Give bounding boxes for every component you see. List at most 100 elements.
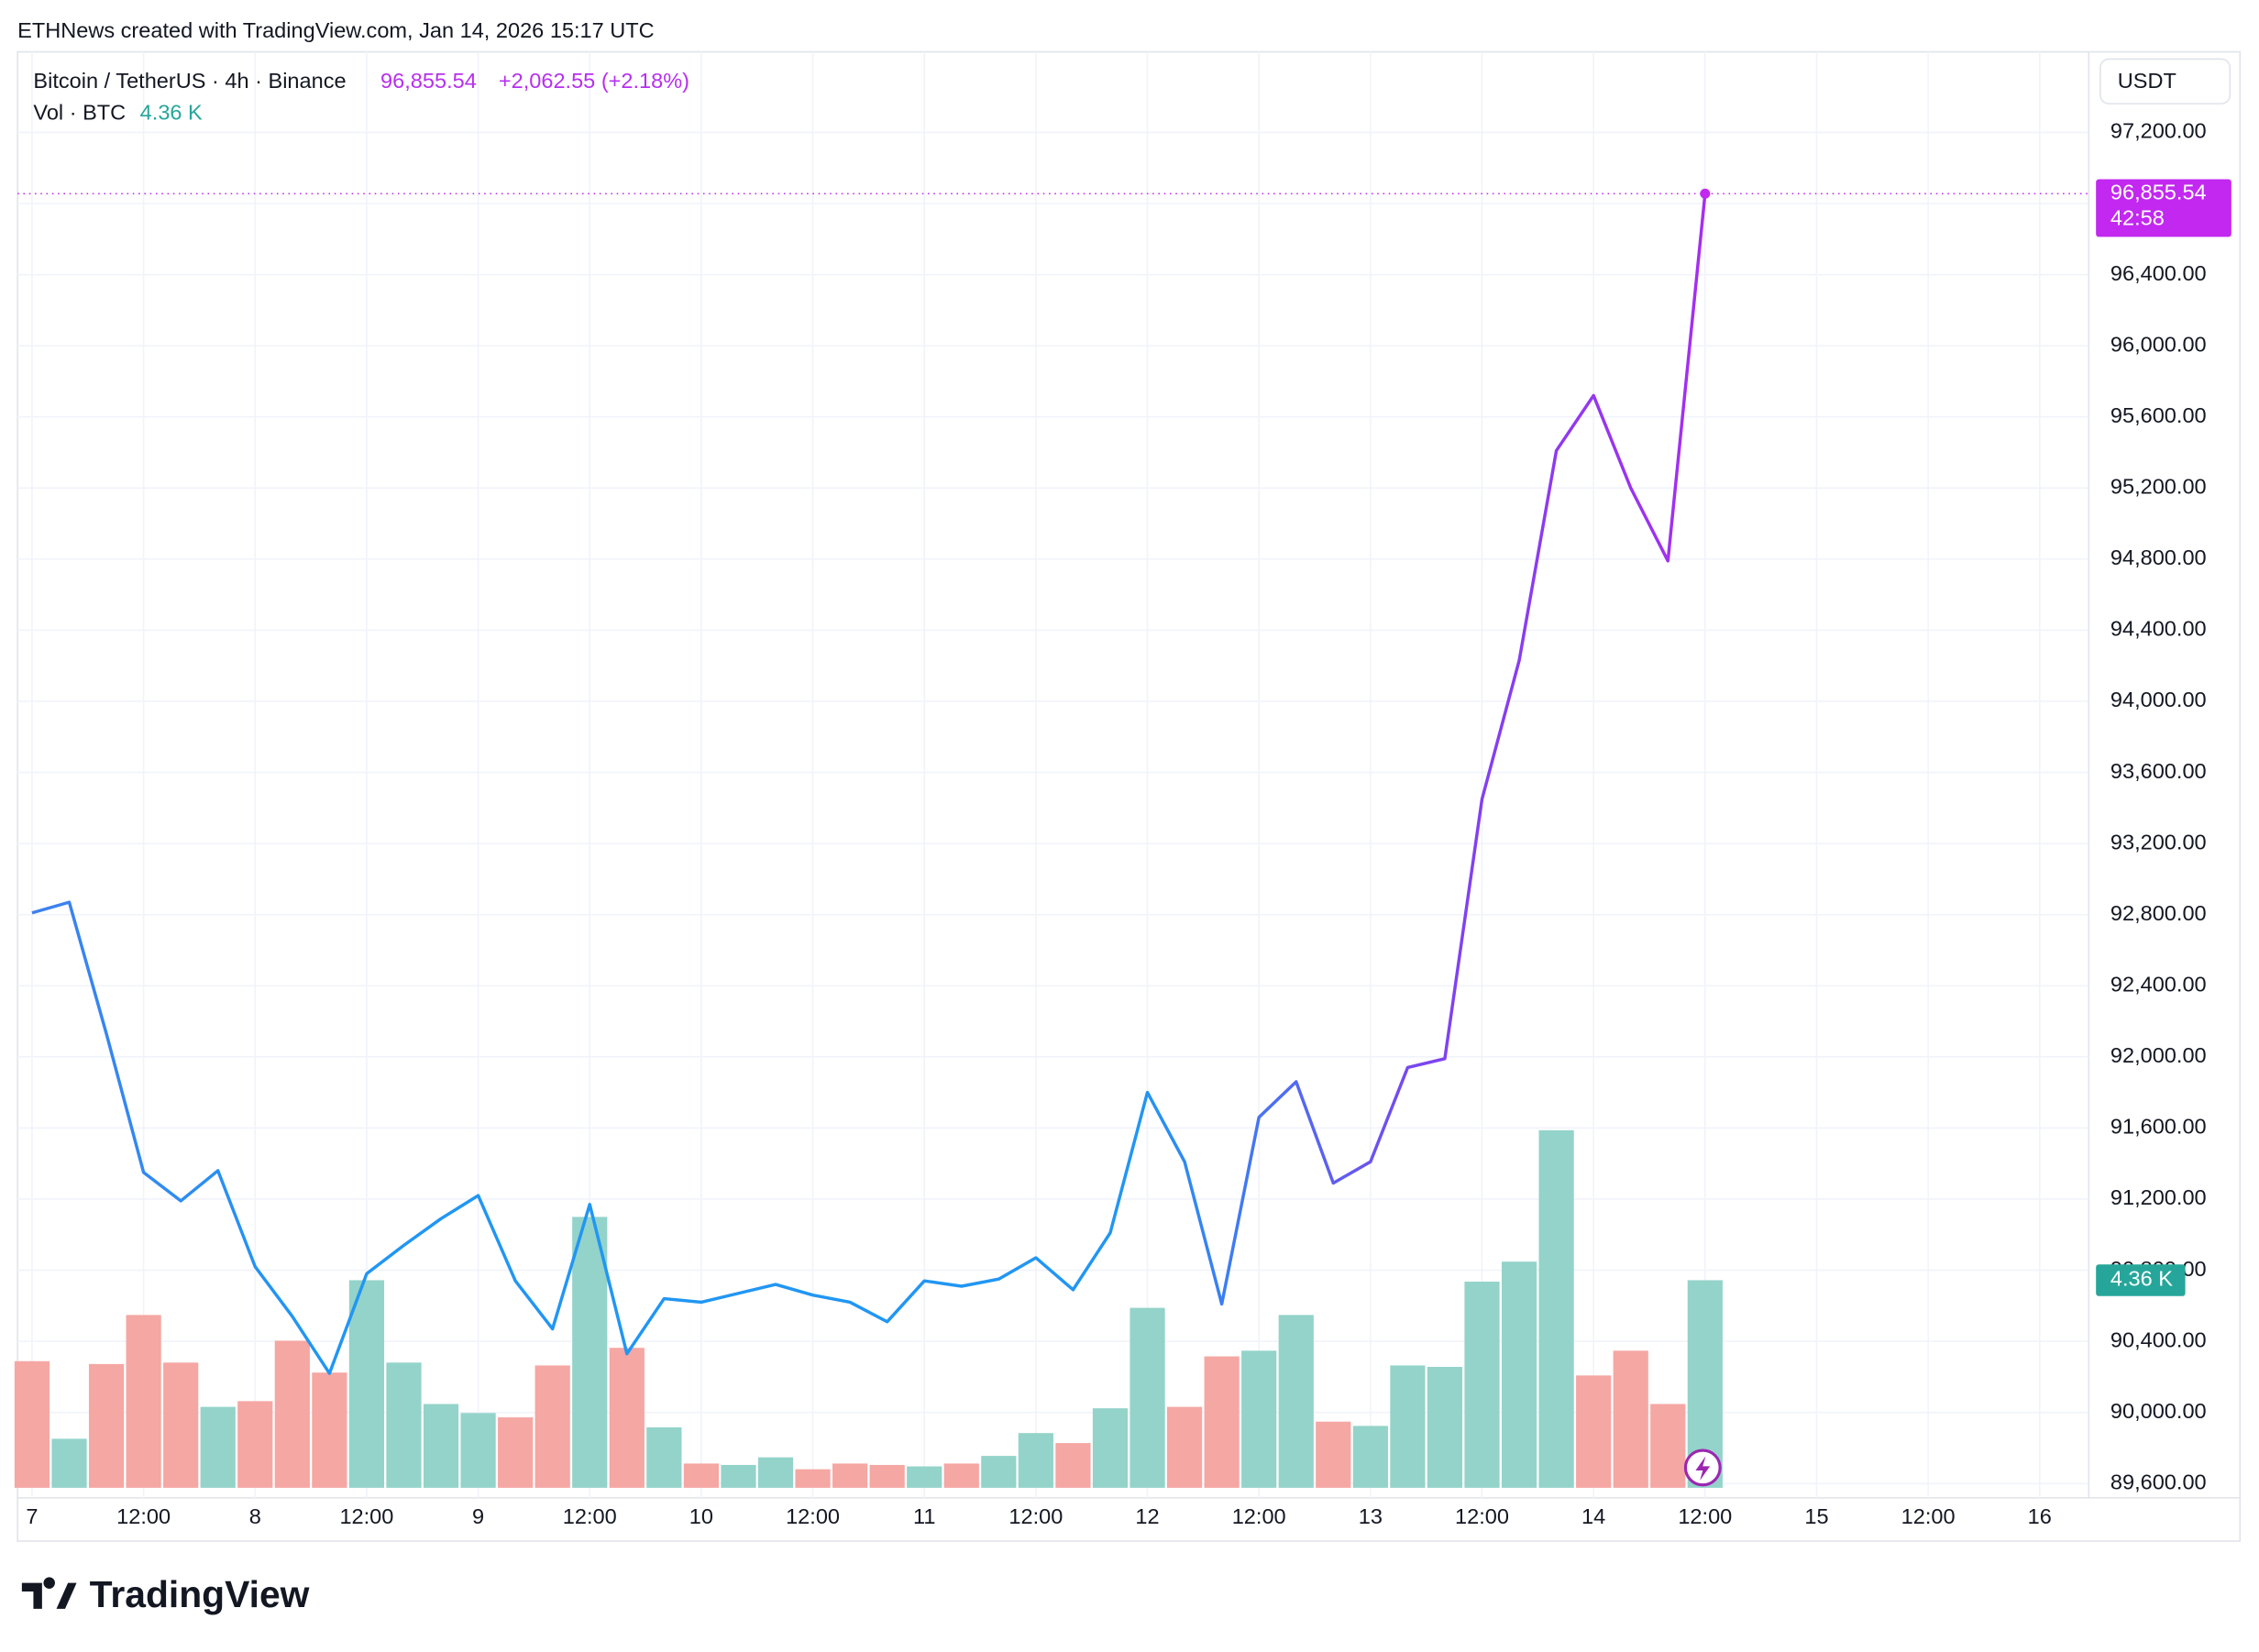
x-tick-label: 16 bbox=[2028, 1504, 2052, 1528]
bolt-icon[interactable] bbox=[1683, 1448, 1722, 1487]
volume-bar bbox=[795, 1469, 831, 1488]
y-tick-label: 93,600.00 bbox=[2110, 759, 2207, 783]
volume-bar bbox=[981, 1456, 1017, 1488]
x-tick-label: 12:00 bbox=[339, 1504, 393, 1528]
x-tick-label: 11 bbox=[913, 1504, 935, 1528]
volume-bar bbox=[1390, 1365, 1426, 1488]
volume-bar bbox=[348, 1280, 385, 1488]
volume-bar bbox=[1501, 1261, 1537, 1488]
y-tick-label: 97,200.00 bbox=[2110, 119, 2207, 143]
y-tick-label: 95,600.00 bbox=[2110, 403, 2207, 427]
y-tick-label: 96,000.00 bbox=[2110, 332, 2207, 356]
price-line bbox=[31, 193, 1707, 1375]
y-tick-label: 89,600.00 bbox=[2110, 1470, 2207, 1493]
volume-bar bbox=[757, 1457, 794, 1488]
volume-bar bbox=[1055, 1443, 1091, 1488]
volume-bar bbox=[832, 1463, 868, 1488]
volume-bar bbox=[572, 1217, 608, 1488]
volume-bar bbox=[943, 1463, 979, 1488]
volume-badge-label: 4.36 K bbox=[2110, 1267, 2173, 1291]
price-badge-label: 96,855.54 bbox=[2110, 180, 2207, 204]
credit: ETHNews created with TradingView.com, Ja… bbox=[17, 18, 655, 42]
volume-bar bbox=[646, 1426, 682, 1488]
volume-bar bbox=[312, 1372, 347, 1488]
y-tick-label: 91,600.00 bbox=[2110, 1115, 2207, 1139]
y-tick-label: 94,000.00 bbox=[2110, 688, 2207, 711]
volume-bar bbox=[498, 1417, 534, 1488]
x-tick-label: 12:00 bbox=[1901, 1504, 1956, 1528]
y-tick-label: 94,800.00 bbox=[2110, 545, 2207, 569]
volume-bar bbox=[1018, 1433, 1053, 1488]
x-tick-label: 12 bbox=[1135, 1504, 1159, 1528]
y-tick-label: 93,200.00 bbox=[2110, 830, 2207, 854]
volume-bar bbox=[126, 1315, 161, 1488]
currency[interactable]: USDT bbox=[2118, 69, 2176, 93]
price-badge bbox=[2096, 179, 2231, 237]
x-tick-label: 12:00 bbox=[786, 1504, 840, 1528]
volume-bar bbox=[721, 1464, 756, 1488]
volume-bar bbox=[1650, 1404, 1686, 1488]
y-tick-label: 92,000.00 bbox=[2110, 1043, 2207, 1067]
y-tick-label: 92,400.00 bbox=[2110, 972, 2207, 996]
volume-bar bbox=[683, 1463, 720, 1488]
x-tick-label: 12:00 bbox=[1455, 1504, 1509, 1528]
volume-bar bbox=[1204, 1356, 1240, 1488]
x-tick-label: 10 bbox=[689, 1504, 713, 1528]
volume-bar bbox=[1166, 1406, 1203, 1488]
volume-bar bbox=[1427, 1366, 1463, 1488]
volume-badge bbox=[2096, 1264, 2186, 1296]
brand: TradingView bbox=[90, 1573, 310, 1615]
y-tick-label: 94,400.00 bbox=[2110, 617, 2207, 641]
volume-bar bbox=[1241, 1350, 1277, 1488]
volume-bar bbox=[1576, 1375, 1612, 1488]
volume-bar bbox=[1538, 1129, 1574, 1488]
volume-bar bbox=[1352, 1426, 1388, 1488]
x-tick-label: 9 bbox=[472, 1504, 484, 1528]
x-tick-label: 12:00 bbox=[563, 1504, 617, 1528]
x-tick-label: 8 bbox=[249, 1504, 261, 1528]
x-tick-label: 12:00 bbox=[116, 1504, 171, 1528]
symbol: Bitcoin / TetherUS · 4h · Binance bbox=[33, 69, 346, 93]
currency-box[interactable] bbox=[2099, 58, 2231, 105]
x-tick-label: 14 bbox=[1581, 1504, 1605, 1528]
volume-bar bbox=[609, 1348, 645, 1488]
volume-bar bbox=[88, 1363, 125, 1488]
y-tick-label: 90,000.00 bbox=[2110, 1399, 2207, 1423]
vol-value: 4.36 K bbox=[140, 100, 203, 124]
volume-bar bbox=[907, 1466, 942, 1488]
volume-bar bbox=[274, 1340, 310, 1488]
volume-bar bbox=[14, 1360, 50, 1488]
x-tick-label: 12:00 bbox=[1008, 1504, 1063, 1528]
y-tick-label: 90,400.00 bbox=[2110, 1327, 2207, 1351]
y-tick-label: 92,800.00 bbox=[2110, 901, 2207, 925]
volume-bar bbox=[1092, 1408, 1129, 1488]
volume-bar bbox=[1316, 1421, 1351, 1488]
x-tick-label: 15 bbox=[1804, 1504, 1828, 1528]
volume-bar bbox=[237, 1401, 273, 1488]
volume-bar bbox=[1464, 1282, 1500, 1488]
logo: TradingView bbox=[21, 1573, 310, 1615]
volume-bar bbox=[1130, 1307, 1165, 1488]
countdown: 42:58 bbox=[2110, 206, 2165, 230]
y-tick-label: 96,400.00 bbox=[2110, 261, 2207, 285]
volume-bar bbox=[163, 1362, 199, 1488]
x-tick-label: 12:00 bbox=[1678, 1504, 1732, 1528]
vol-label: Vol · BTC bbox=[33, 100, 126, 124]
x-tick-label: 12:00 bbox=[1232, 1504, 1286, 1528]
y-tick-label: 91,200.00 bbox=[2110, 1185, 2207, 1209]
volume-bar bbox=[51, 1438, 87, 1488]
volume-bar bbox=[1613, 1350, 1648, 1488]
volume-bar bbox=[386, 1362, 422, 1488]
last-price-dot bbox=[1700, 188, 1711, 199]
volume-bar bbox=[534, 1365, 570, 1488]
x-tick-label: 7 bbox=[26, 1504, 38, 1528]
volume-bar bbox=[460, 1413, 496, 1488]
volume-bar bbox=[423, 1404, 459, 1488]
volume-bar bbox=[1278, 1315, 1314, 1488]
price: 96,855.54 bbox=[380, 69, 477, 93]
volume-bar bbox=[200, 1406, 236, 1488]
volume-bar bbox=[869, 1464, 905, 1488]
x-tick-label: 13 bbox=[1359, 1504, 1383, 1528]
